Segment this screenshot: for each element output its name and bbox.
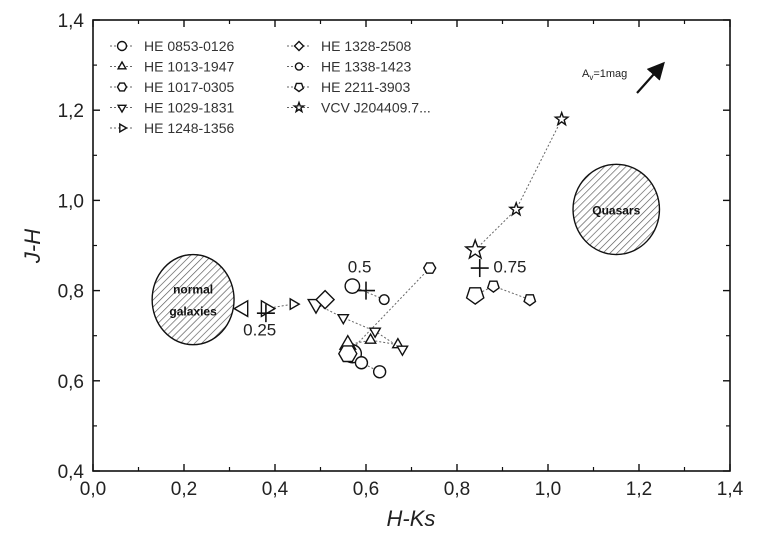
y-tick-label: 0,4 <box>58 462 85 483</box>
legend-marker <box>293 40 305 52</box>
y-axis-title: J-H <box>20 229 45 264</box>
legend-marker <box>294 62 304 71</box>
region-label: normal <box>173 283 213 297</box>
data-point <box>289 297 301 311</box>
data-point <box>507 200 525 217</box>
data-point <box>486 280 500 293</box>
series-track <box>347 267 431 355</box>
annotation-label: 0.75 <box>493 258 526 277</box>
x-axis-title: H-Ks <box>387 506 436 531</box>
series-track <box>474 118 563 251</box>
regions: normal galaxies Quasars <box>151 163 661 346</box>
legend-label: HE 1017-0305 <box>144 79 235 95</box>
legend-label: HE 1338-1423 <box>321 59 412 75</box>
legend-marker <box>116 40 128 52</box>
legend-label: HE 1029-1831 <box>144 100 235 116</box>
annotation-label: 0.5 <box>348 258 372 277</box>
data-point <box>395 345 409 357</box>
reddening-a: A <box>582 68 590 80</box>
data-point <box>372 365 387 379</box>
y-tick-label: 0,6 <box>58 372 84 393</box>
region-ellipse <box>151 253 235 346</box>
data-point <box>523 294 537 307</box>
region-ellipse <box>572 163 661 256</box>
series-track <box>347 339 398 346</box>
legend-label: VCV J204409.7... <box>321 100 431 116</box>
series-track <box>315 303 403 350</box>
legend-marker <box>292 100 306 114</box>
axis-ticks <box>92 19 731 472</box>
y-tick-label: 1,2 <box>58 101 84 122</box>
series-lines <box>265 118 563 373</box>
reddening-suffix: =1mag <box>593 68 627 80</box>
legend: HE 0853-0126 HE 1013-1947 HE 1017-0305 HE 1… <box>110 38 431 136</box>
legend-marker <box>293 82 305 93</box>
crosses <box>256 259 489 323</box>
data-point <box>232 299 249 318</box>
x-tick-label: 1,4 <box>717 479 744 500</box>
legend-label: HE 1248-1356 <box>144 120 235 136</box>
region-label: Quasars <box>592 203 640 217</box>
y-tick-label: 1,4 <box>58 11 85 32</box>
data-point <box>354 356 369 370</box>
annotations: 0.25 0.5 0.75 <box>243 258 526 340</box>
reddening-arrow <box>636 61 665 94</box>
legend-label: HE 1013-1947 <box>144 59 235 75</box>
region-label: galaxies <box>169 305 217 319</box>
x-tick-label: 0,4 <box>262 479 289 500</box>
reddening-label: Av=1mag <box>582 68 627 82</box>
legend-marker <box>116 104 128 114</box>
x-tick-label: 1,0 <box>535 479 561 500</box>
data-point <box>465 287 485 305</box>
data-point <box>337 345 358 363</box>
y-tick-label: 0,8 <box>58 282 84 303</box>
data-point <box>364 332 377 344</box>
x-tick-label: 0,0 <box>80 479 106 500</box>
data-point <box>378 294 390 306</box>
legend-marker <box>119 122 128 134</box>
x-tick-label: 0,8 <box>444 479 470 500</box>
data-point <box>315 289 336 310</box>
data-point <box>553 110 570 127</box>
data-point <box>344 278 361 294</box>
legend-marker <box>116 60 128 70</box>
reddening-vector: Av=1mag <box>582 61 665 94</box>
data-point <box>260 299 277 318</box>
legend-label: HE 0853-0126 <box>144 38 235 54</box>
data-point <box>463 238 487 260</box>
data-point <box>368 327 382 339</box>
x-tick-label: 0,2 <box>171 479 197 500</box>
tick-labels: 0,0 0,2 0,4 0,6 0,8 1,0 1,2 1,4 0,4 0,6 0,8 1,0 1,2 1… <box>58 11 744 500</box>
legend-label: HE 1328-2508 <box>321 38 412 54</box>
reddening-sub: v <box>589 73 593 82</box>
y-tick-label: 1,0 <box>58 191 84 212</box>
x-tick-label: 0,6 <box>353 479 379 500</box>
annotation-label: 0.25 <box>243 321 276 340</box>
data-point <box>422 262 437 274</box>
data-point <box>336 314 350 326</box>
x-tick-label: 1,2 <box>626 479 652 500</box>
legend-label: HE 2211-3903 <box>321 79 410 95</box>
series-points <box>232 110 570 379</box>
legend-marker <box>116 82 128 92</box>
